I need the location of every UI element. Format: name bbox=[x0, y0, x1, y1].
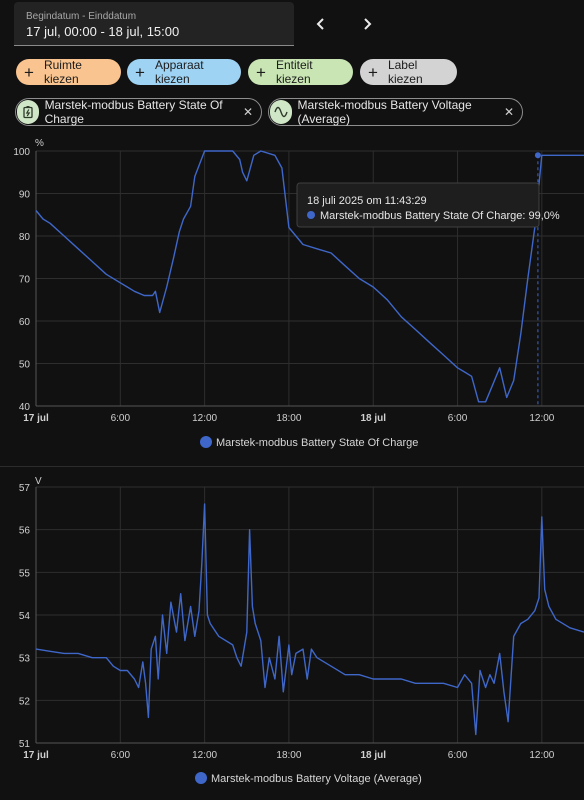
date-range-label: Begindatum - Einddatum bbox=[26, 11, 137, 22]
tooltip-box bbox=[296, 182, 540, 228]
choose-area-label: Ruimte kiezen bbox=[43, 58, 82, 86]
selected-entity-chip-soc[interactable]: Marstek-modbus Battery State Of Charge ✕ bbox=[15, 98, 262, 126]
y-tick-label: 40 bbox=[19, 402, 31, 413]
x-tick-label: 6:00 bbox=[448, 413, 468, 424]
y-tick-label: 52 bbox=[19, 696, 31, 707]
voltage-legend[interactable]: Marstek-modbus Battery Voltage (Average) bbox=[195, 772, 422, 785]
close-icon[interactable]: ✕ bbox=[503, 105, 514, 119]
hover-point bbox=[534, 152, 541, 159]
y-tick-label: 90 bbox=[19, 190, 31, 201]
soc-series bbox=[35, 150, 584, 403]
voltage-series bbox=[35, 503, 584, 736]
y-tick-label: 80 bbox=[19, 232, 31, 243]
y-tick-label: 57 bbox=[19, 483, 31, 494]
voltage-chart-grid bbox=[35, 486, 584, 744]
tooltip: 18 juli 2025 om 11:43:29 Marstek-modbus … bbox=[296, 182, 560, 228]
soc-y-axis: 40 50 60 70 80 90 100 bbox=[13, 147, 30, 413]
x-tick-label: 18 jul bbox=[360, 413, 386, 424]
soc-legend[interactable]: Marstek-modbus Battery State Of Charge bbox=[200, 436, 418, 449]
x-tick-label: 18:00 bbox=[276, 413, 301, 424]
chevron-right-icon bbox=[364, 18, 372, 30]
sine-wave-icon bbox=[270, 100, 292, 124]
soc-hover-marker bbox=[534, 152, 541, 406]
voltage-x-axis: 17 jul 6:00 12:00 18:00 18 jul 6:00 12:00 bbox=[23, 750, 555, 761]
y-tick-label: 55 bbox=[19, 568, 31, 579]
chevron-left-icon bbox=[316, 18, 324, 30]
y-tick-label: 51 bbox=[19, 739, 31, 750]
y-tick-label: 60 bbox=[19, 317, 31, 328]
x-tick-label: 17 jul bbox=[23, 413, 49, 424]
previous-period-button[interactable] bbox=[306, 10, 336, 38]
choose-device-label: Apparaat kiezen bbox=[154, 58, 204, 86]
x-tick-label: 6:00 bbox=[111, 413, 131, 424]
x-tick-label: 12:00 bbox=[192, 750, 217, 761]
x-tick-label: 12:00 bbox=[529, 413, 554, 424]
series-line bbox=[35, 503, 584, 736]
legend-label: Marstek-modbus Battery State Of Charge bbox=[216, 437, 418, 449]
legend-dot bbox=[200, 436, 212, 448]
plus-icon: + bbox=[256, 62, 266, 82]
soc-chart[interactable]: 40 50 60 70 80 90 100 17 jul 6:00 12:00 18:00 18 j… bbox=[0, 136, 584, 456]
selected-entity-chip-voltage[interactable]: Marstek-modbus Battery Voltage (Average)… bbox=[268, 98, 523, 126]
close-icon[interactable]: ✕ bbox=[242, 105, 253, 119]
y-tick-label: 56 bbox=[19, 526, 31, 537]
selected-entity-label: Marstek-modbus Battery Voltage (Average) bbox=[297, 98, 472, 126]
plus-icon: + bbox=[135, 62, 145, 82]
choose-entity-label: Entiteit kiezen bbox=[275, 58, 313, 86]
plus-icon: + bbox=[368, 62, 378, 82]
tooltip-text: Marstek-modbus Battery State Of Charge: … bbox=[320, 210, 560, 222]
choose-area-button[interactable]: + Ruimte kiezen bbox=[16, 58, 121, 86]
x-tick-label: 17 jul bbox=[23, 750, 49, 761]
tooltip-title: 18 juli 2025 om 11:43:29 bbox=[307, 195, 427, 207]
x-tick-label: 12:00 bbox=[529, 750, 554, 761]
x-tick-label: 18 jul bbox=[360, 750, 386, 761]
selected-entity-label: Marstek-modbus Battery State Of Charge bbox=[44, 98, 223, 126]
y-tick-label: 54 bbox=[19, 611, 31, 622]
plus-icon: + bbox=[24, 62, 34, 82]
voltage-unit-label: V bbox=[35, 476, 42, 487]
chart-divider bbox=[0, 466, 584, 467]
y-tick-label: 50 bbox=[19, 360, 31, 371]
series-line bbox=[35, 150, 584, 403]
y-tick-label: 53 bbox=[19, 654, 31, 665]
date-range-value: 17 jul, 00:00 - 18 jul, 15:00 bbox=[26, 24, 180, 39]
battery-charging-icon bbox=[17, 100, 39, 124]
soc-unit-label: % bbox=[35, 138, 44, 149]
x-tick-label: 12:00 bbox=[192, 413, 217, 424]
choose-label-label: Label kiezen bbox=[387, 58, 423, 86]
x-tick-label: 18:00 bbox=[276, 750, 301, 761]
legend-dot bbox=[195, 772, 207, 784]
choose-entity-button[interactable]: + Entiteit kiezen bbox=[248, 58, 353, 86]
choose-label-button[interactable]: + Label kiezen bbox=[360, 58, 457, 86]
tooltip-series-dot bbox=[307, 211, 315, 219]
voltage-chart[interactable]: 51 52 53 54 55 56 57 17 jul 6:00 12:00 18:00 18 ju… bbox=[0, 470, 584, 800]
next-period-button[interactable] bbox=[352, 10, 382, 38]
choose-device-button[interactable]: + Apparaat kiezen bbox=[127, 58, 241, 86]
legend-label: Marstek-modbus Battery Voltage (Average) bbox=[211, 773, 422, 785]
date-range-picker[interactable]: Begindatum - Einddatum 17 jul, 00:00 - 1… bbox=[14, 2, 294, 46]
voltage-y-axis: 51 52 53 54 55 56 57 bbox=[19, 483, 31, 750]
x-tick-label: 6:00 bbox=[448, 750, 468, 761]
x-tick-label: 6:00 bbox=[111, 750, 131, 761]
y-tick-label: 100 bbox=[13, 147, 30, 158]
y-tick-label: 70 bbox=[19, 275, 31, 286]
soc-x-axis: 17 jul 6:00 12:00 18:00 18 jul 6:00 12:00 bbox=[23, 413, 555, 424]
